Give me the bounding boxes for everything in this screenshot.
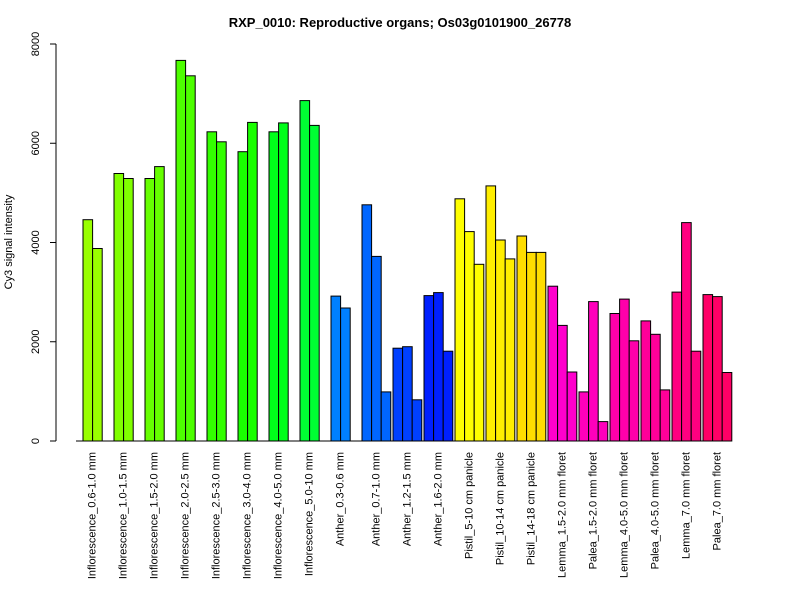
x-tick-label: Inflorescence_4.0-5.0 mm — [273, 452, 285, 579]
x-tick-label: Inflorescence_1.5-2.0 mm — [149, 452, 161, 579]
bar — [721, 372, 733, 442]
bars-layer — [82, 59, 733, 442]
x-tick-label: Lemma_7.0 mm floret — [680, 452, 692, 559]
bar — [206, 131, 218, 442]
bar — [175, 59, 187, 442]
x-tick-label: Lemma_1.5-2.0 mm floret — [556, 452, 568, 578]
bar — [557, 324, 568, 442]
x-tick-label: Pistil_5-10 cm panicle — [463, 452, 475, 559]
bar — [578, 391, 590, 442]
bar — [371, 255, 382, 442]
y-tick-label: 6000 — [30, 131, 42, 155]
y-axis-label: Cy3 signal intensity — [3, 194, 15, 289]
x-tick-labels: Inflorescence_0.6-1.0 mm Inflorescence_1.… — [87, 452, 724, 579]
bar — [640, 320, 652, 442]
x-tick-label: Anther_1.2-1.5 mm — [401, 452, 413, 546]
y-tick-label: 0 — [30, 438, 42, 444]
bar — [659, 389, 671, 442]
bar — [588, 301, 599, 442]
bar — [712, 296, 723, 442]
bar — [566, 371, 578, 442]
bar — [650, 333, 661, 442]
bar — [247, 121, 258, 442]
x-tick-label: Inflorescence_1.0-1.5 mm — [118, 452, 130, 579]
bar — [433, 292, 444, 442]
bar — [144, 178, 156, 442]
x-tick-label: Inflorescence_5.0-10 mm — [304, 452, 316, 576]
bar — [123, 178, 134, 442]
bar — [535, 251, 547, 442]
bar — [485, 185, 497, 442]
x-tick-label: Pistil_10-14 cm panicle — [494, 452, 506, 565]
x-tick-label: Palea_1.5-2.0 mm floret — [587, 452, 599, 569]
bar — [504, 258, 516, 442]
bar — [464, 231, 475, 442]
bar — [380, 391, 392, 442]
bar — [340, 307, 351, 442]
y-tick-label: 8000 — [30, 32, 42, 56]
bar — [671, 291, 683, 442]
bar — [442, 350, 454, 442]
bar — [216, 141, 227, 442]
bar — [309, 124, 320, 442]
x-tick-label: Pistil_14-18 cm panicle — [525, 452, 537, 565]
bar — [609, 313, 621, 442]
bar — [702, 294, 714, 442]
x-tick-label: Inflorescence_2.0-2.5 mm — [180, 452, 192, 579]
y-tick-label: 4000 — [30, 230, 42, 254]
bar — [82, 219, 94, 442]
x-tick-label: Anther_0.3-0.6 mm — [335, 452, 347, 546]
y-axis: 0 2000 4000 6000 8000 — [30, 32, 57, 444]
bar — [278, 122, 289, 442]
bar — [92, 248, 103, 442]
x-tick-label: Palea_7.0 mm floret — [711, 452, 723, 550]
bar — [681, 222, 692, 442]
x-tick-label: Palea_4.0-5.0 mm floret — [649, 452, 661, 569]
bar — [237, 151, 249, 442]
x-tick-label: Lemma_4.0-5.0 mm floret — [618, 452, 630, 578]
bar — [423, 295, 435, 442]
bar — [330, 295, 342, 442]
bar — [299, 100, 311, 442]
bar — [619, 298, 630, 442]
bar — [454, 198, 466, 442]
bar — [628, 340, 640, 442]
chart-title: RXP_0010: Reproductive organs; Os03g0101… — [229, 15, 572, 30]
bar — [547, 285, 559, 442]
bar — [268, 131, 280, 442]
bar — [473, 263, 485, 442]
x-tick-label: Inflorescence_3.0-4.0 mm — [242, 452, 254, 579]
bar — [597, 421, 609, 442]
bar — [516, 235, 528, 442]
bar — [361, 204, 373, 442]
y-tick-label: 2000 — [30, 330, 42, 354]
bar — [154, 166, 165, 442]
x-tick-label: Inflorescence_0.6-1.0 mm — [87, 452, 99, 579]
bar — [402, 346, 413, 442]
bar — [495, 239, 506, 442]
bar — [526, 251, 537, 442]
x-tick-label: Inflorescence_2.5-3.0 mm — [211, 452, 223, 579]
bar — [690, 350, 702, 442]
x-tick-label: Anther_0.7-1.0 mm — [370, 452, 382, 546]
bar — [185, 75, 196, 442]
x-tick-label: Anther_1.6-2.0 mm — [432, 452, 444, 546]
bar — [392, 347, 404, 442]
bar — [411, 399, 423, 442]
bar — [113, 173, 125, 442]
